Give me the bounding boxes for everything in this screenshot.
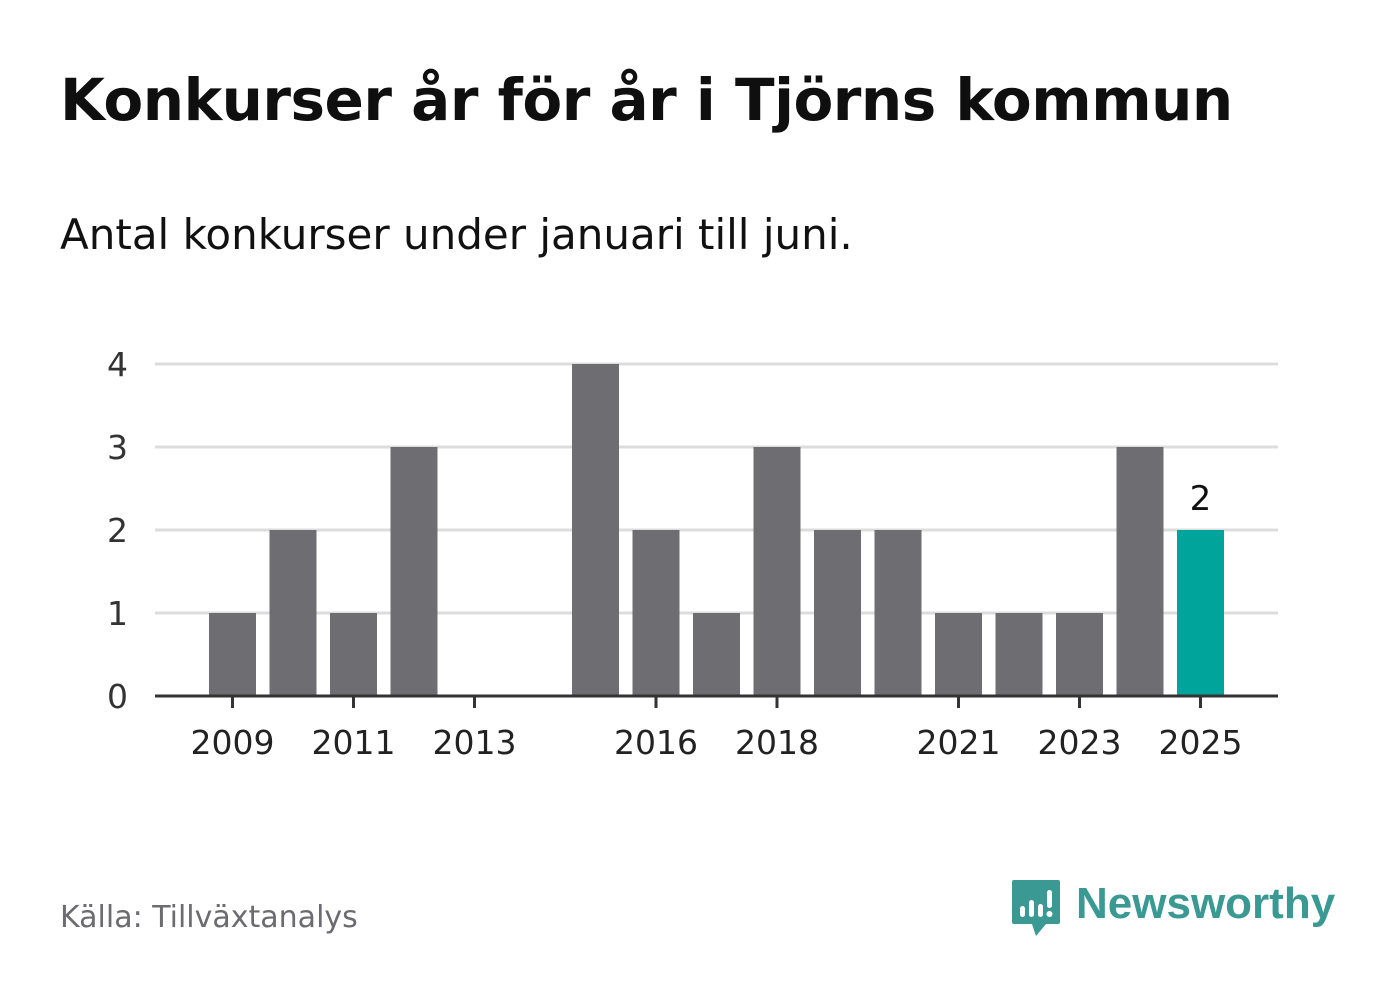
x-tick-label: 2023 bbox=[1038, 723, 1122, 762]
x-tick-label: 2013 bbox=[433, 723, 517, 762]
grid-lines bbox=[155, 362, 1278, 615]
source-note: Källa: Tillväxtanalys bbox=[60, 900, 358, 935]
y-tick-label: 3 bbox=[107, 428, 128, 467]
newsworthy-logo-icon bbox=[1012, 880, 1060, 936]
bar-2024 bbox=[1116, 447, 1164, 696]
x-tick-label: 2016 bbox=[614, 723, 698, 762]
bar-2010 bbox=[269, 530, 317, 696]
chart-title: Konkurser år för år i Tjörns kommun bbox=[60, 66, 1233, 134]
x-tick-label: 2021 bbox=[917, 723, 1001, 762]
bar-2015 bbox=[572, 364, 619, 696]
brand-name: Newsworthy bbox=[1076, 879, 1336, 928]
bars bbox=[209, 364, 1224, 696]
x-tick-label: 2009 bbox=[191, 723, 275, 762]
bar-2021 bbox=[935, 613, 982, 696]
bar-2022 bbox=[995, 613, 1043, 696]
axes bbox=[155, 694, 1278, 708]
bar-2018 bbox=[753, 447, 801, 696]
x-tick-label: 2025 bbox=[1159, 723, 1243, 762]
y-tick-label: 2 bbox=[107, 511, 128, 550]
y-tick-label: 0 bbox=[107, 677, 128, 716]
bar-2017 bbox=[693, 613, 740, 696]
y-tick-label: 1 bbox=[107, 594, 128, 633]
y-tick-label: 4 bbox=[107, 345, 128, 384]
labels: 0 1 2 3 4 2009 2011 2013 2016 2018 2021 2023 2025 2 bbox=[107, 345, 1242, 762]
bar-2025 bbox=[1177, 530, 1224, 696]
chart-subtitle: Antal konkurser under januari till juni. bbox=[60, 210, 853, 259]
bar-2012 bbox=[390, 447, 438, 696]
data-label-2025: 2 bbox=[1190, 479, 1212, 519]
bar-2019 bbox=[814, 530, 861, 696]
brand: Newsworthy bbox=[1010, 878, 1335, 942]
bar-2023 bbox=[1056, 613, 1103, 696]
bar-2009 bbox=[209, 613, 256, 696]
bar-2016 bbox=[632, 530, 680, 696]
bar-2011 bbox=[330, 613, 377, 696]
x-tick-label: 2011 bbox=[312, 723, 396, 762]
x-tick-label: 2018 bbox=[735, 723, 819, 762]
bar-2020 bbox=[874, 530, 922, 696]
